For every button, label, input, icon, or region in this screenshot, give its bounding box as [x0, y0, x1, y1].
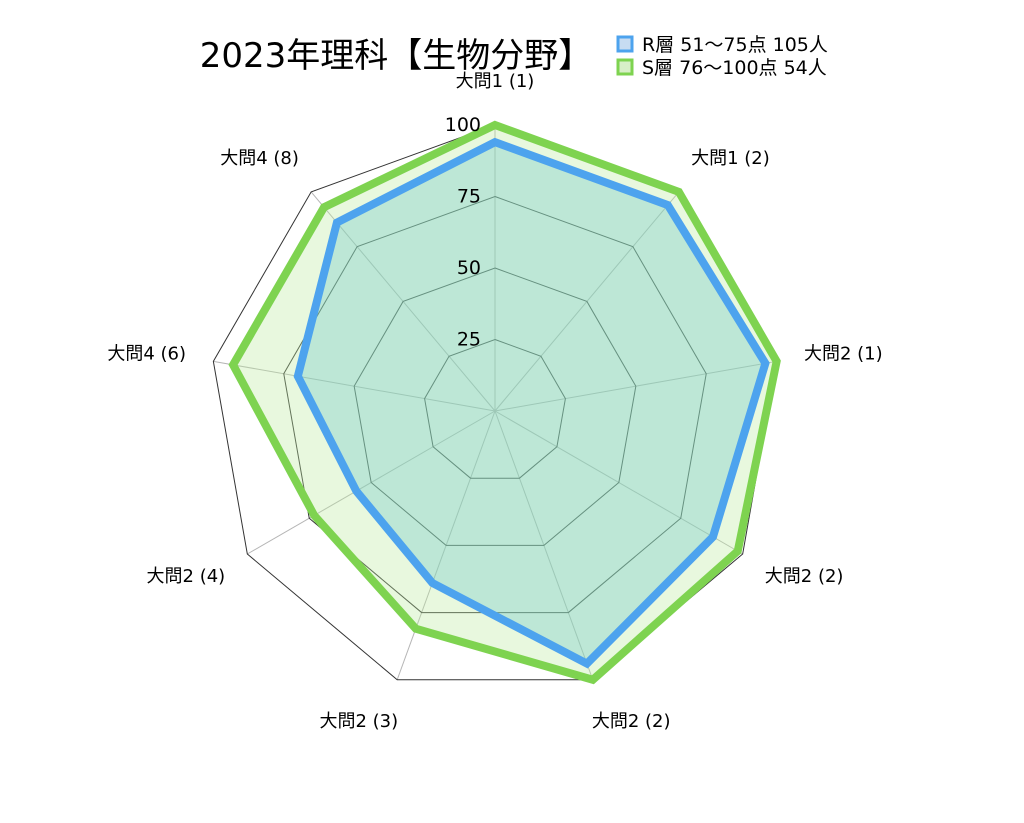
data-point: [493, 140, 497, 144]
data-point: [430, 581, 434, 585]
data-point: [736, 549, 740, 553]
data-point: [591, 678, 595, 682]
axis-label: 大問4 (8): [220, 148, 299, 169]
axis-label: 大問4 (6): [107, 344, 186, 365]
legend-label-r: R層 51〜75点 105人: [642, 34, 828, 56]
chart-title: 2023年理科【生物分野】: [200, 36, 593, 76]
radar-series: [228, 120, 781, 685]
radar-ring: [353, 267, 637, 546]
axis-label: 大問2 (2): [765, 566, 844, 587]
data-point: [493, 123, 497, 127]
axis-label: 大問1 (2): [691, 148, 770, 169]
radar-tick-labels: 25 50 75 100: [445, 114, 481, 351]
legend-label-s: S層 76〜100点 54人: [642, 57, 827, 79]
data-point: [296, 374, 300, 378]
tick-label: 75: [457, 186, 481, 208]
tick-label: 50: [457, 257, 481, 279]
data-point: [312, 513, 316, 517]
series-line-0: [293, 137, 770, 669]
data-point: [775, 359, 779, 363]
legend: R層 51〜75点 105人 S層 76〜100点 54人: [616, 34, 828, 79]
data-point: [354, 489, 358, 493]
data-point: [711, 535, 715, 539]
radar-ring: [424, 338, 566, 479]
data-point: [322, 205, 326, 209]
data-point: [335, 221, 339, 225]
axis-label: 大問2 (3): [319, 711, 398, 732]
series-fill-0: [297, 142, 766, 664]
legend-swatch-s: [616, 58, 634, 76]
radar-axis-labels: 大問1 (1) 大問1 (2) 大問2 (1) 大問2 (2) 大問2 (2) 大問2 (…: [107, 71, 882, 732]
tick-label: 25: [457, 329, 481, 351]
axis-label: 大問2 (2): [592, 711, 671, 732]
series-fill-1: [233, 125, 777, 680]
data-point: [666, 203, 670, 207]
data-point: [414, 627, 418, 631]
data-point: [231, 363, 235, 367]
data-point: [763, 361, 767, 365]
axis-label: 大問2 (1): [804, 344, 883, 365]
tick-label: 100: [445, 114, 481, 136]
series-line-1: [228, 120, 781, 685]
axis-label: 大問1 (1): [456, 71, 535, 92]
data-point: [585, 662, 589, 666]
legend-swatch-r: [616, 35, 634, 53]
axis-label: 大問2 (4): [147, 566, 226, 587]
data-point: [677, 190, 681, 194]
